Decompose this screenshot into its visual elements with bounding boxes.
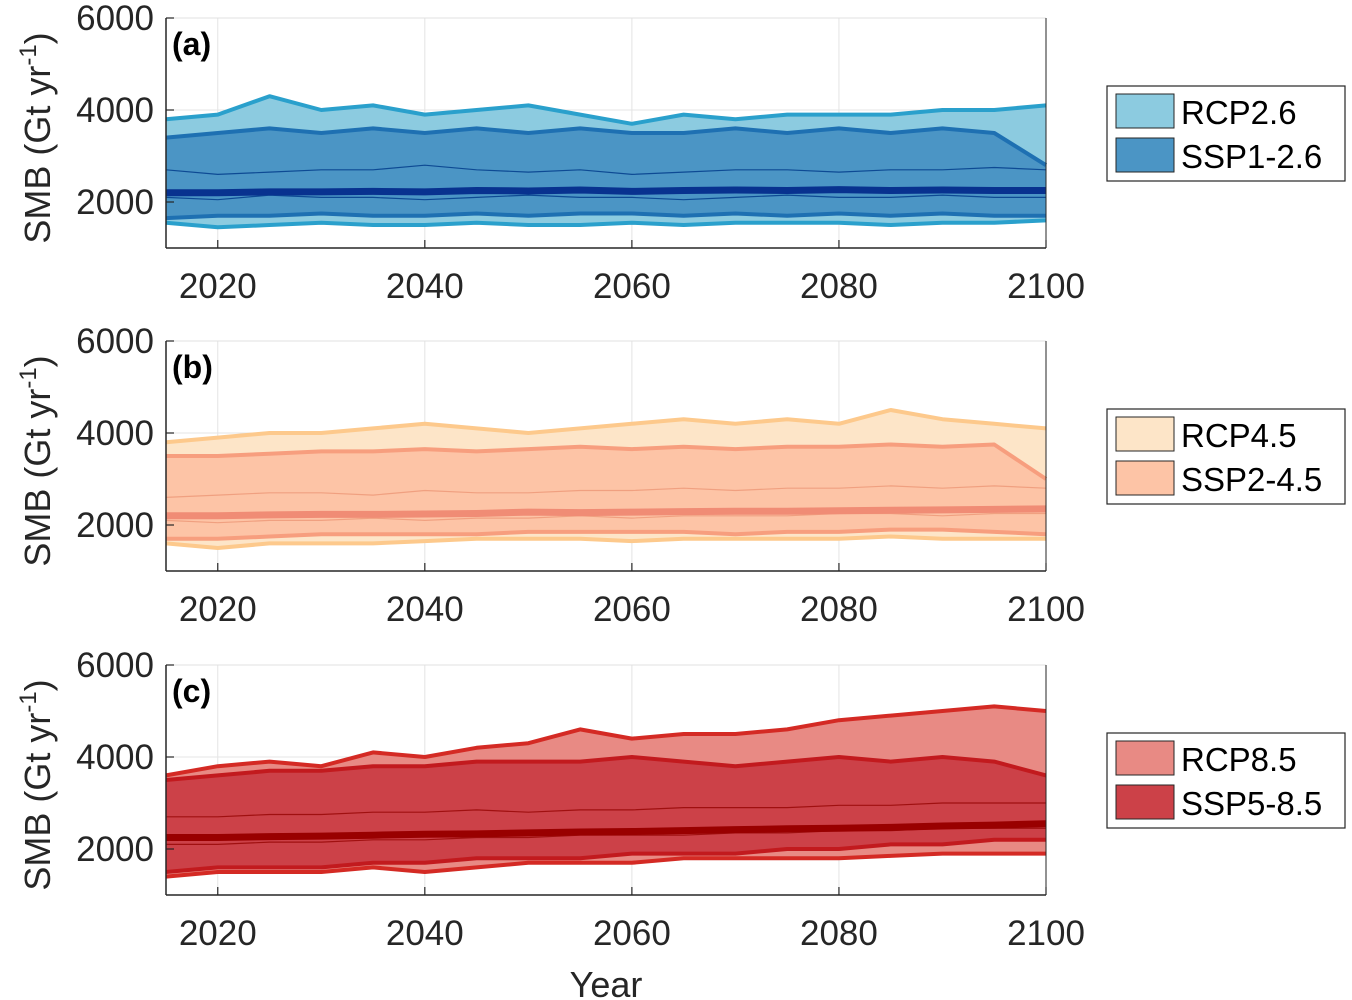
band-upper-edge-RCP4.5 — [165, 408, 1047, 445]
panel-label: (c) — [172, 673, 211, 709]
y-tick-label: 6000 — [76, 0, 154, 38]
x-tick-label: 2080 — [800, 267, 878, 306]
x-tick-label: 2080 — [800, 590, 878, 629]
x-tick-label: 2100 — [1007, 590, 1085, 629]
x-tick-label: 2100 — [1007, 914, 1085, 953]
legend-label: RCP2.6 — [1181, 94, 1297, 131]
median-line — [166, 505, 1047, 520]
y-tick-label: 6000 — [76, 646, 154, 685]
legend-swatch-SSP1-2.6 — [1115, 137, 1175, 173]
band-SSP5-8.5 — [166, 757, 1046, 872]
y-tick-label: 2000 — [76, 183, 154, 222]
legend-swatch-RCP2.6 — [1115, 93, 1175, 129]
member-line — [165, 164, 1047, 176]
legend: RCP4.5 SSP2-4.5 — [1106, 408, 1346, 505]
x-tick-label: 2020 — [179, 267, 257, 306]
y-axis-label-text: SMB (Gt yr — [17, 66, 58, 244]
panel-a: 2020 2040 2060 2080 2100 2000 4000 6000 (a) SMB (… — [15, 0, 1346, 306]
member-line — [165, 194, 1046, 201]
y-tick-label: 2000 — [76, 506, 154, 545]
y-axis-label: SMB (Gt yr-1) — [15, 679, 58, 890]
band-SSP1-2.6 — [166, 128, 1046, 219]
band-lower-edge-SSP5-8.5 — [165, 837, 1046, 874]
y-axis-label-text: SMB (Gt yr — [17, 389, 58, 567]
x-tick-label: 2040 — [386, 267, 464, 306]
x-tick-label: 2020 — [179, 914, 257, 953]
x-tick-label: 2100 — [1007, 267, 1085, 306]
legend-swatch-RCP8.5 — [1115, 740, 1175, 776]
y-axis-label-superscript: -1 — [15, 44, 42, 65]
band-upper-edge-SSP5-8.5 — [165, 755, 1047, 782]
panel-label: (b) — [172, 349, 213, 385]
y-tick-label: 2000 — [76, 830, 154, 869]
band-SSP2-4.5 — [166, 444, 1046, 539]
panel-c: 2020 2040 2060 2080 2100 2000 4000 6000 (c) SMB (… — [15, 646, 1346, 1000]
y-axis-label-superscript: -1 — [15, 367, 42, 388]
band-lower-edge-RCP4.5 — [165, 534, 1046, 550]
x-tick-label: 2060 — [593, 267, 671, 306]
x-tick-label: 2040 — [386, 590, 464, 629]
panel-label: (a) — [172, 26, 211, 62]
y-tick-label: 4000 — [76, 91, 154, 130]
legend-swatch-SSP2-4.5 — [1115, 460, 1175, 496]
legend-label: RCP4.5 — [1181, 417, 1297, 454]
band-lower-edge-RCP2.6 — [165, 218, 1047, 230]
member-line — [165, 485, 1047, 498]
x-tick-label: 2060 — [593, 914, 671, 953]
band-upper-edge-SSP2-4.5 — [166, 442, 1048, 481]
band-upper-edge-SSP1-2.6 — [165, 126, 1048, 167]
x-tick-label: 2080 — [800, 914, 878, 953]
y-axis-label-superscript: -1 — [15, 691, 42, 712]
x-tick-label: 2020 — [179, 590, 257, 629]
y-axis-label-text: SMB (Gt yr — [17, 713, 58, 891]
legend-swatch-SSP5-8.5 — [1115, 784, 1175, 820]
legend: RCP8.5 SSP5-8.5 — [1106, 732, 1346, 829]
legend-label: SSP2-4.5 — [1181, 461, 1322, 498]
legend-label: RCP8.5 — [1181, 741, 1297, 778]
band-lower-edge-SSP1-2.6 — [165, 211, 1046, 221]
panel-b: 2020 2040 2060 2080 2100 2000 4000 6000 (b) SMB (… — [15, 322, 1346, 629]
y-tick-label: 6000 — [76, 322, 154, 361]
y-tick-label: 4000 — [76, 738, 154, 777]
legend-label: SSP5-8.5 — [1181, 785, 1322, 822]
y-tick-label: 4000 — [76, 414, 154, 453]
y-axis-label: SMB (Gt yr-1) — [15, 355, 58, 566]
y-axis-label: SMB (Gt yr-1) — [15, 32, 58, 243]
median-line — [166, 820, 1047, 841]
member-line — [166, 802, 1046, 818]
legend-label: SSP1-2.6 — [1181, 138, 1322, 175]
band-upper-edge-RCP2.6 — [165, 94, 1047, 126]
band-lower-edge-RCP8.5 — [165, 851, 1046, 879]
legend: RCP2.6 SSP1-2.6 — [1106, 85, 1346, 182]
median-line — [166, 186, 1046, 197]
x-tick-label: 2060 — [593, 590, 671, 629]
x-axis-label: Year — [570, 964, 643, 1000]
band-upper-edge-RCP8.5 — [165, 704, 1047, 778]
member-line — [165, 512, 1046, 524]
band-lower-edge-SSP2-4.5 — [166, 527, 1047, 541]
x-tick-label: 2040 — [386, 914, 464, 953]
legend-swatch-RCP4.5 — [1115, 416, 1175, 452]
